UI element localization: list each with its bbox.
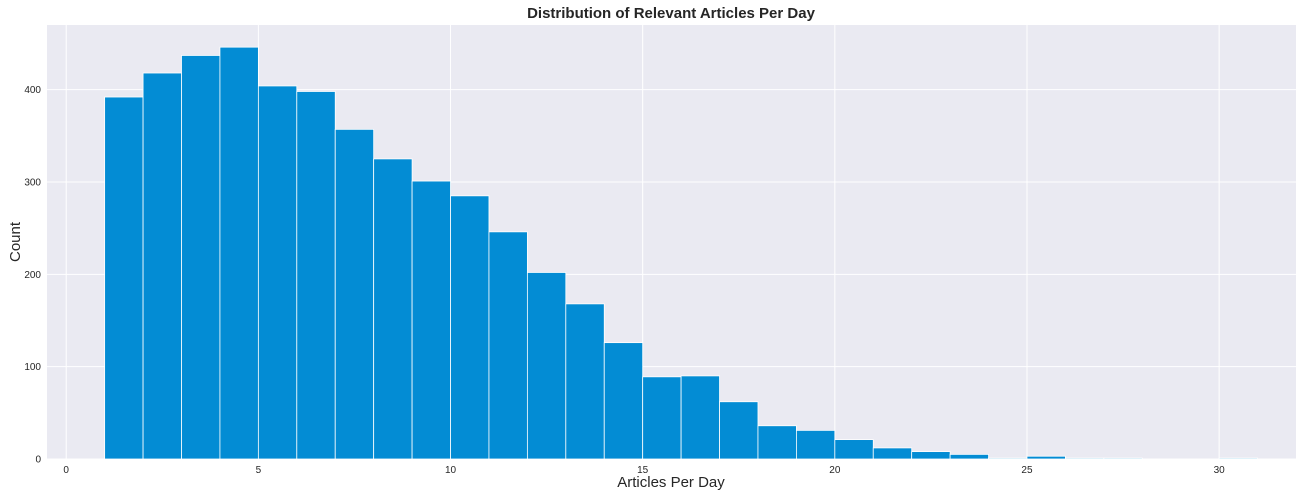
histogram-bar	[257, 85, 298, 460]
y-tick-label: 300	[24, 177, 41, 188]
histogram-bar	[757, 425, 797, 460]
histogram-bar	[565, 303, 605, 460]
histogram-bar	[1103, 457, 1143, 460]
histogram-bar	[911, 451, 951, 460]
x-tick-label: 15	[637, 465, 649, 476]
histogram-bar	[334, 128, 375, 460]
histogram-bar	[872, 447, 913, 460]
histogram-bar	[488, 231, 528, 460]
y-tick-label: 0	[35, 455, 41, 466]
x-tick-label: 0	[63, 465, 69, 476]
histogram-bar	[142, 72, 182, 460]
histogram-bar	[181, 55, 221, 460]
histogram-bar	[719, 401, 759, 460]
y-axis-ticks: 0 100 200 300 400	[24, 85, 41, 465]
histogram-bar	[1026, 455, 1066, 460]
histogram-bar	[450, 195, 490, 460]
y-tick-label: 100	[24, 362, 41, 373]
histogram-bar	[796, 429, 836, 460]
bars	[104, 46, 1258, 460]
x-tick-label: 20	[829, 465, 841, 476]
chart-title: Distribution of Relevant Articles Per Da…	[527, 5, 816, 22]
histogram-bar	[642, 376, 682, 460]
histogram-bar	[988, 457, 1028, 460]
histogram-bar	[834, 439, 874, 460]
histogram-bar	[1065, 457, 1105, 460]
y-axis-label: Count	[7, 221, 24, 262]
histogram-bar	[680, 375, 720, 460]
y-tick-label: 400	[24, 85, 41, 96]
histogram-bar	[526, 272, 567, 460]
x-tick-label: 30	[1214, 465, 1226, 476]
histogram-bar	[1218, 457, 1258, 460]
histogram-bar	[411, 180, 451, 460]
histogram-bar	[219, 46, 259, 460]
histogram-bar	[373, 158, 413, 460]
x-axis-ticks: 0 5 10 15 20 25 30	[63, 465, 1225, 476]
x-axis-label: Articles Per Day	[617, 474, 725, 491]
x-tick-label: 10	[445, 465, 457, 476]
y-tick-label: 200	[24, 270, 41, 281]
histogram-bar	[949, 453, 989, 460]
x-tick-label: 25	[1021, 465, 1033, 476]
histogram-bar	[603, 342, 644, 460]
histogram-bar	[296, 91, 336, 460]
x-tick-label: 5	[256, 465, 262, 476]
histogram-bar	[104, 96, 144, 460]
